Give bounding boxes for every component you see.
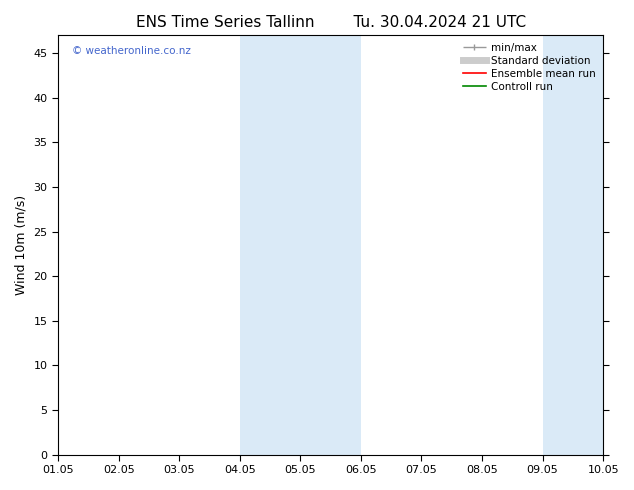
Text: © weatheronline.co.nz: © weatheronline.co.nz bbox=[72, 46, 191, 56]
Title: ENS Time Series Tallinn        Tu. 30.04.2024 21 UTC: ENS Time Series Tallinn Tu. 30.04.2024 2… bbox=[136, 15, 526, 30]
Bar bbox=[543, 35, 603, 455]
Bar bbox=[301, 35, 361, 455]
Bar bbox=[240, 35, 301, 455]
Legend: min/max, Standard deviation, Ensemble mean run, Controll run: min/max, Standard deviation, Ensemble me… bbox=[459, 38, 600, 96]
Y-axis label: Wind 10m (m/s): Wind 10m (m/s) bbox=[15, 195, 28, 295]
